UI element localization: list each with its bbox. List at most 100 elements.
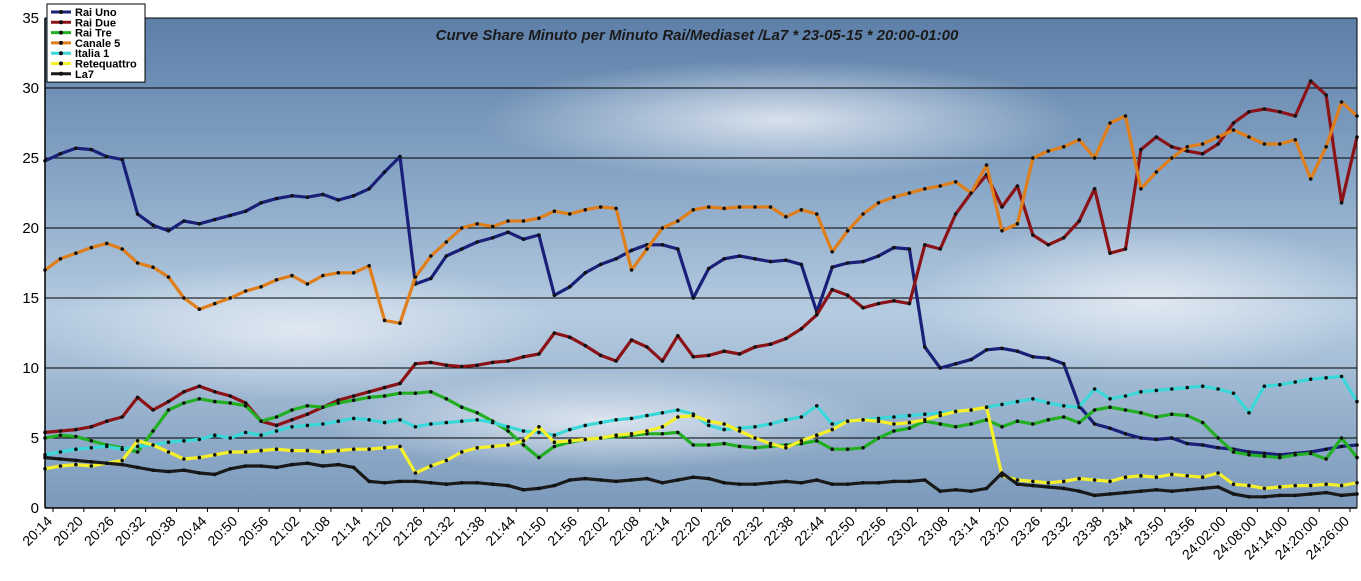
data-point <box>1216 436 1220 440</box>
data-point <box>506 219 510 223</box>
data-point <box>521 488 526 492</box>
data-point <box>321 422 325 426</box>
data-point <box>197 455 202 460</box>
y-tick-label: 5 <box>31 430 39 447</box>
data-point <box>243 401 248 405</box>
data-point <box>182 296 186 300</box>
data-point <box>336 419 341 424</box>
data-point <box>1092 478 1097 482</box>
data-point <box>784 258 788 263</box>
data-point <box>1247 453 1251 457</box>
x-tick-label: 22:14 <box>637 513 673 549</box>
data-point <box>892 415 896 419</box>
data-point <box>506 425 510 429</box>
data-point <box>552 444 557 449</box>
x-tick-label: 22:50 <box>822 513 858 549</box>
data-point <box>1046 149 1051 153</box>
data-point <box>1031 479 1035 484</box>
data-point <box>521 355 526 359</box>
data-point <box>459 247 464 251</box>
data-point <box>398 444 402 449</box>
data-point <box>336 198 341 202</box>
data-point <box>89 439 94 443</box>
data-point <box>212 472 217 477</box>
data-point <box>444 397 449 401</box>
data-point <box>1139 474 1143 478</box>
series-rai-uno <box>43 146 1359 457</box>
data-point <box>243 430 248 435</box>
data-point <box>290 273 294 278</box>
data-point <box>845 447 850 452</box>
data-point <box>1339 436 1344 440</box>
data-point <box>629 338 634 342</box>
data-point <box>398 391 402 396</box>
data-point <box>197 307 202 312</box>
data-point <box>104 419 109 424</box>
data-point <box>938 413 943 418</box>
data-point <box>923 187 927 191</box>
data-point <box>583 343 588 348</box>
data-point <box>135 465 140 470</box>
legend-label: Retequattro <box>75 59 137 71</box>
chart-title: Curve Share Minuto per Minuto Rai/Medias… <box>436 27 959 44</box>
data-point <box>614 479 618 484</box>
data-point <box>212 301 217 306</box>
data-point <box>1123 490 1128 495</box>
data-point <box>382 446 387 450</box>
x-tick-label: 21:56 <box>544 513 580 549</box>
data-point <box>1154 488 1159 492</box>
data-point <box>876 481 881 485</box>
cloud-decoration <box>480 60 1080 180</box>
legend-marker <box>59 51 63 56</box>
data-point <box>614 433 618 438</box>
data-point <box>892 429 896 433</box>
data-point <box>1216 387 1220 391</box>
data-point <box>1278 383 1282 387</box>
data-point <box>1278 110 1282 114</box>
data-point <box>676 334 680 338</box>
data-point <box>429 464 433 468</box>
data-point <box>722 257 726 261</box>
data-point <box>953 488 958 492</box>
data-point <box>336 462 341 467</box>
x-tick-label: 21:20 <box>359 513 395 549</box>
x-tick-label: 23:44 <box>1100 513 1136 549</box>
data-point <box>768 441 773 446</box>
data-point <box>1154 437 1159 442</box>
data-point <box>861 446 865 450</box>
data-point <box>212 453 217 457</box>
data-point <box>1324 482 1328 487</box>
data-point <box>645 476 649 481</box>
data-point <box>367 395 371 400</box>
data-point <box>784 215 788 219</box>
data-point <box>799 262 804 267</box>
data-point <box>351 194 356 198</box>
data-point <box>1139 147 1143 152</box>
data-point <box>475 418 479 422</box>
data-point <box>737 254 742 258</box>
data-point <box>614 206 618 211</box>
data-point <box>814 478 819 482</box>
data-point <box>1185 488 1190 492</box>
data-point <box>583 476 588 481</box>
data-point <box>1061 362 1066 366</box>
data-point <box>706 476 711 481</box>
data-point <box>614 418 618 422</box>
data-point <box>58 457 63 461</box>
cloud-decoration <box>40 260 560 400</box>
data-point <box>58 429 63 433</box>
data-point <box>521 439 526 443</box>
data-point <box>537 216 541 220</box>
data-point <box>459 419 464 424</box>
data-point <box>74 427 78 432</box>
data-point <box>506 230 510 234</box>
data-point <box>506 429 510 433</box>
data-point <box>768 342 773 347</box>
data-point <box>1231 391 1236 396</box>
data-point <box>367 390 371 394</box>
data-point <box>135 439 140 443</box>
data-point <box>799 439 804 443</box>
x-tick-label: 23:08 <box>915 513 951 549</box>
data-point <box>706 443 711 447</box>
data-point <box>1092 493 1097 498</box>
